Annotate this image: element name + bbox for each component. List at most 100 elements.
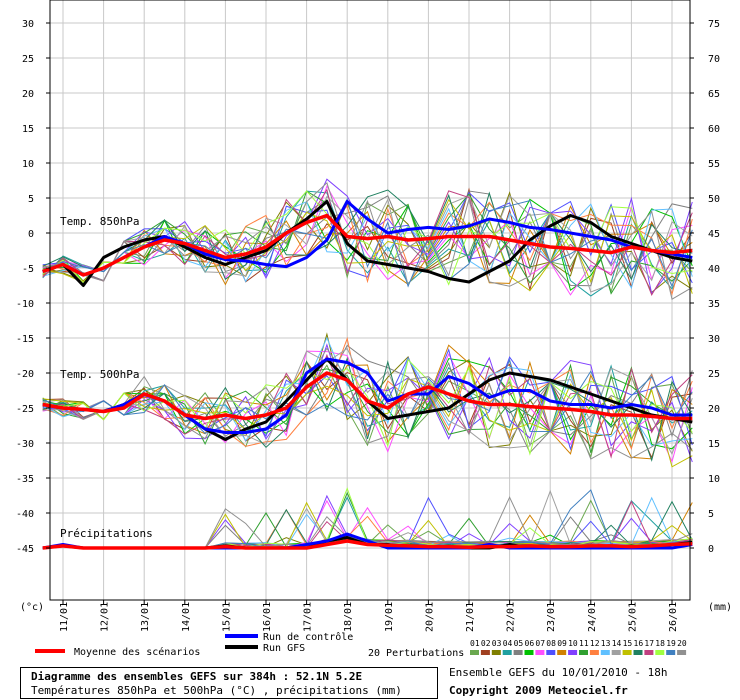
x-axis-date-labels: 11/01 12/01 13/01 14/01 15/01 16/01 17/01 18/01… — [59, 602, 679, 632]
right-tick-label: 70 — [708, 54, 720, 65]
perturbation-swatch — [600, 650, 610, 655]
main-series-lines — [42, 200, 693, 550]
perturbation-number: 12 — [590, 639, 600, 648]
perturbation-line — [42, 189, 693, 281]
perturbation-swatch — [524, 650, 534, 655]
left-tick-label: -30 — [16, 439, 34, 450]
perturbation-swatch — [633, 650, 643, 655]
right-tick-label: 50 — [708, 194, 720, 205]
left-tick-label: -10 — [16, 299, 34, 310]
perturbation-swatch — [546, 650, 556, 655]
left-tick-label: -40 — [16, 509, 34, 520]
x-tick-label: 24/01 — [587, 602, 598, 632]
plot-frame — [49, 0, 691, 601]
right-tick-label: 45 — [708, 229, 720, 240]
footer-title: Diagramme des ensembles GEFS sur 384h : … — [31, 670, 363, 683]
perturbation-lines — [42, 178, 693, 549]
perturbation-number: 17 — [644, 639, 654, 648]
perturbation-number: 15 — [623, 639, 633, 648]
perturbation-number: 02 — [481, 639, 491, 648]
x-tick-label: 18/01 — [343, 602, 354, 632]
panel-label-t500: Temp. 500hPa — [60, 368, 139, 381]
x-tick-label: 12/01 — [100, 602, 111, 632]
footer-title-box: Diagramme des ensembles GEFS sur 384h : … — [20, 667, 438, 699]
x-tick-label: 23/01 — [546, 602, 557, 632]
right-tick-label: 60 — [708, 124, 720, 135]
left-tick-label: -20 — [16, 369, 34, 380]
x-tick-label: 20/01 — [424, 602, 435, 632]
perturbation-line — [42, 347, 693, 456]
perturbation-number: 11 — [579, 639, 589, 648]
perturbation-line — [42, 357, 693, 441]
left-tick-label: 5 — [28, 194, 34, 205]
left-tick-label: 15 — [22, 124, 34, 135]
right-tick-label: 10 — [708, 474, 720, 485]
x-tick-label: 16/01 — [262, 602, 273, 632]
right-tick-label: 25 — [708, 369, 720, 380]
perturbation-swatch — [611, 650, 621, 655]
perturbation-number: 01 — [470, 639, 480, 648]
perturbation-number: 14 — [612, 639, 622, 648]
perturbation-swatch — [491, 650, 501, 655]
right-tick-label: 75 — [708, 19, 720, 30]
legend-perturbations-label: 20 Perturbations — [368, 648, 464, 659]
left-tick-label: 30 — [22, 19, 34, 30]
chart-grid — [50, 0, 690, 600]
perturbation-number: 09 — [557, 639, 567, 648]
perturbation-swatch — [644, 650, 654, 655]
left-tick-label: 20 — [22, 89, 34, 100]
x-tick-label: 25/01 — [627, 602, 638, 632]
x-tick-label: 14/01 — [181, 602, 192, 632]
series-line-t850 — [42, 213, 693, 277]
panel-label-precip: Précipitations — [60, 527, 153, 540]
perturbation-number: 04 — [503, 639, 513, 648]
panel-label-t850: Temp. 850hPa — [60, 215, 139, 228]
perturbation-number: 16 — [634, 639, 644, 648]
perturbation-swatch — [568, 650, 578, 655]
right-tick-label: 15 — [708, 439, 720, 450]
perturbation-number: 13 — [601, 639, 611, 648]
right-unit-label: (mm) — [708, 602, 732, 613]
right-tick-label: 55 — [708, 159, 720, 170]
perturbation-swatch — [470, 650, 479, 655]
run-info: Ensemble GEFS du 10/01/2010 - 18h — [449, 666, 668, 679]
left-tick-label: -45 — [16, 544, 34, 555]
left-tick-label: -25 — [16, 404, 34, 415]
perturbation-line — [42, 344, 693, 460]
perturbation-color-legend: 01 02 03 04 05 06 07 08 09 10 11 12 13 14 15 16 17 18 19 20 — [470, 639, 687, 655]
x-tick-label: 19/01 — [384, 602, 395, 632]
x-tick-label: 26/01 — [668, 602, 679, 632]
perturbation-swatch — [502, 650, 512, 655]
series-line-precip — [42, 539, 693, 550]
legend-gfs-label: Run GFS — [263, 643, 305, 654]
perturbation-number: 03 — [492, 639, 502, 648]
perturbation-swatch — [535, 650, 545, 655]
series-line-t500 — [42, 371, 693, 421]
perturbation-number: 10 — [568, 639, 578, 648]
perturbation-line — [42, 198, 693, 291]
perturbation-swatch — [557, 650, 567, 655]
legend: Moyenne des scénarios Run de contrôle Ru… — [35, 631, 687, 659]
perturbation-swatch — [579, 650, 588, 655]
perturbation-swatch — [589, 650, 599, 655]
x-tick-label: 15/01 — [221, 602, 232, 632]
perturbation-number: 19 — [666, 639, 676, 648]
perturbation-number: 07 — [535, 639, 545, 648]
copyright: Copyright 2009 Meteociel.fr — [449, 684, 628, 697]
right-tick-label: 5 — [708, 509, 714, 520]
right-tick-label: 30 — [708, 334, 720, 345]
left-tick-label: -5 — [22, 264, 34, 275]
right-tick-label: 35 — [708, 299, 720, 310]
perturbation-swatch — [513, 650, 523, 655]
perturbation-swatch — [666, 650, 676, 655]
legend-mean-label: Moyenne des scénarios — [74, 646, 200, 658]
right-tick-label: 20 — [708, 404, 720, 415]
right-tick-label: 40 — [708, 264, 720, 275]
left-tick-label: -15 — [16, 334, 34, 345]
perturbation-swatch — [622, 650, 632, 655]
perturbation-number: 18 — [655, 639, 665, 648]
perturbation-line — [42, 184, 693, 296]
left-tick-label: 10 — [22, 159, 34, 170]
